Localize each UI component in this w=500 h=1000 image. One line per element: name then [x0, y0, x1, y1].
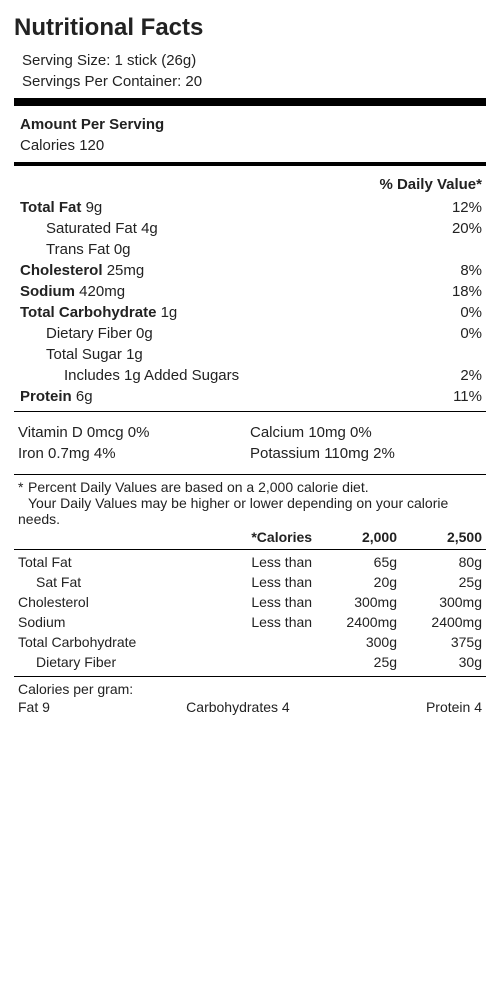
footnote-line: Percent Daily Values are based on a 2,00… — [28, 479, 369, 495]
footnote: *Percent Daily Values are based on a 2,0… — [14, 479, 486, 495]
calgram-prot: Protein 4 — [426, 699, 482, 715]
servings-per-container: Servings Per Container: 20 — [14, 73, 486, 90]
nutrient-amount: 420mg — [79, 283, 125, 300]
nutrient-name: Total Sugar — [46, 346, 122, 363]
nutrient-sugar: Total Sugar 1g — [14, 344, 486, 365]
nutrient-name: Cholesterol — [20, 262, 103, 279]
servings-per-label: Servings Per Container: — [22, 73, 181, 90]
caltable-row: Sat FatLess than20g25g — [14, 572, 486, 592]
calgram-fat: Fat 9 — [18, 699, 50, 715]
nutrient-name: Total Fat — [20, 199, 81, 216]
vitamin-calcium: Calcium 10mg 0% — [250, 422, 482, 443]
caltable-h3: 2,500 — [401, 527, 486, 547]
nutrient-name: Protein — [20, 388, 72, 405]
nutrient-name: Includes 1g Added Sugars — [64, 367, 239, 384]
calories-label: Calories — [20, 137, 75, 154]
nutrient-amount: 1g — [126, 346, 143, 363]
caltable-header: *Calories 2,000 2,500 — [14, 527, 486, 547]
calories-per-gram: Fat 9 Carbohydrates 4 Protein 4 — [14, 697, 486, 717]
nutrient-amount: 0g — [114, 241, 131, 258]
nutrient-name: Dietary Fiber — [46, 325, 132, 342]
daily-value-header: % Daily Value* — [14, 172, 486, 197]
calorie-reference-table: *Calories 2,000 2,500 Total FatLess than… — [14, 527, 486, 672]
nutrient-protein: Protein 6g 11% — [14, 386, 486, 407]
nutrient-fiber: Dietary Fiber 0g 0% — [14, 323, 486, 344]
serving-size-value: 1 stick (26g) — [115, 52, 197, 69]
footnote-line: Your Daily Values may be higher or lower… — [18, 495, 448, 527]
nutrient-dv: 2% — [460, 367, 482, 384]
footnote: Your Daily Values may be higher or lower… — [14, 495, 486, 527]
calories-row: Calories 120 — [14, 135, 486, 156]
caltable-row: Total Carbohydrate300g375g — [14, 632, 486, 652]
nutrient-amount: 1g — [161, 304, 178, 321]
nutrient-added-sugar: Includes 1g Added Sugars 2% — [14, 365, 486, 386]
rule — [14, 98, 486, 106]
nutrient-dv: 11% — [453, 388, 482, 405]
vitamin-d: Vitamin D 0mcg 0% — [18, 422, 250, 443]
nutrient-trans-fat: Trans Fat 0g — [14, 239, 486, 260]
rule — [14, 411, 486, 412]
nutrient-name: Total Carbohydrate — [20, 304, 156, 321]
nutrient-dv: 12% — [452, 199, 482, 216]
nutrient-dv: 8% — [460, 262, 482, 279]
caltable-row: CholesterolLess than300mg300mg — [14, 592, 486, 612]
amount-per-serving-label: Amount Per Serving — [20, 116, 164, 133]
servings-per-value: 20 — [185, 73, 202, 90]
caltable-h0 — [14, 527, 203, 547]
nutrient-name: Saturated Fat — [46, 220, 137, 237]
rule — [14, 474, 486, 475]
caltable-row: Dietary Fiber25g30g — [14, 652, 486, 672]
nutrient-total-fat: Total Fat 9g 12% — [14, 197, 486, 218]
nutrient-carbohydrate: Total Carbohydrate 1g 0% — [14, 302, 486, 323]
caltable-row: Total FatLess than65g80g — [14, 552, 486, 572]
nutrient-name: Trans Fat — [46, 241, 110, 258]
nutrient-dv: 20% — [452, 220, 482, 237]
calgram-carb: Carbohydrates 4 — [186, 699, 290, 715]
serving-size-label: Serving Size: — [22, 52, 110, 69]
vitamins-block: Vitamin D 0mcg 0% Calcium 10mg 0% Iron 0… — [14, 416, 486, 470]
amount-per-serving: Amount Per Serving — [14, 114, 486, 135]
calories-per-gram-label: Calories per gram: — [14, 681, 486, 697]
nutrient-dv: 0% — [460, 325, 482, 342]
nutrient-dv: 18% — [452, 283, 482, 300]
nutrient-sodium: Sodium 420mg 18% — [14, 281, 486, 302]
caltable-h2: 2,000 — [316, 527, 401, 547]
nutrient-amount: 9g — [86, 199, 103, 216]
calories: Calories 120 — [20, 137, 104, 154]
nutrient-amount: 0g — [136, 325, 153, 342]
vitamin-iron: Iron 0.7mg 4% — [18, 443, 250, 464]
nutrient-cholesterol: Cholesterol 25mg 8% — [14, 260, 486, 281]
nutrient-dv: 0% — [460, 304, 482, 321]
nutrient-amount: 25mg — [107, 262, 145, 279]
nutrient-sat-fat: Saturated Fat 4g 20% — [14, 218, 486, 239]
nutrient-name: Sodium — [20, 283, 75, 300]
vitamin-potassium: Potassium 110mg 2% — [250, 443, 482, 464]
calories-value: 120 — [79, 137, 104, 154]
caltable-body: Total FatLess than65g80gSat FatLess than… — [14, 547, 486, 672]
nutrition-title: Nutritional Facts — [14, 14, 486, 42]
rule — [14, 162, 486, 166]
rule — [14, 676, 486, 677]
caltable-h1: *Calories — [203, 527, 316, 547]
nutrient-amount: 6g — [76, 388, 93, 405]
serving-size: Serving Size: 1 stick (26g) — [14, 52, 486, 69]
nutrient-amount: 4g — [141, 220, 158, 237]
caltable-row: SodiumLess than2400mg2400mg — [14, 612, 486, 632]
